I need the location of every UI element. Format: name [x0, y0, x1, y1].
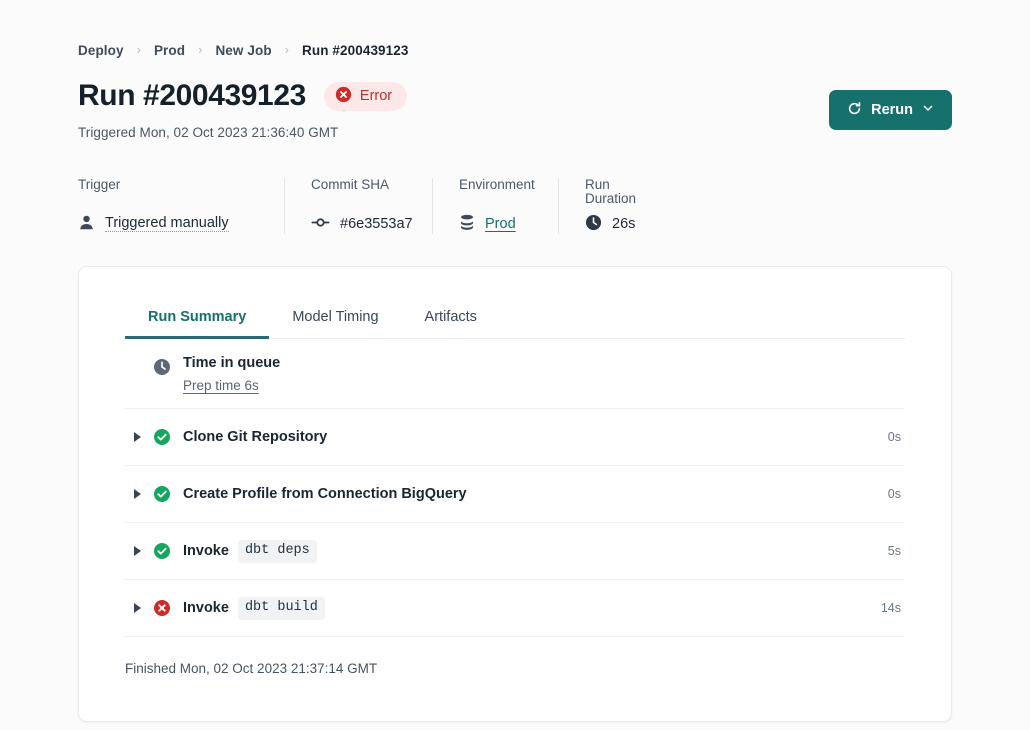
- step-duration: 5s: [887, 544, 901, 559]
- user-icon: [78, 214, 95, 235]
- step-row[interactable]: Clone Git Repository 0s: [125, 409, 905, 467]
- meta-duration-text: 26s: [612, 215, 636, 232]
- step-row[interactable]: Invoke dbt build 14s: [125, 580, 905, 638]
- run-summary-card: Run Summary Model Timing Artifacts Time …: [78, 266, 952, 722]
- run-metadata-row: Trigger Triggered manually Commit SHA: [78, 178, 952, 234]
- tab-run-summary[interactable]: Run Summary: [125, 309, 270, 339]
- meta-trigger-text[interactable]: Triggered manually: [105, 214, 229, 232]
- meta-trigger: Trigger Triggered manually: [78, 178, 284, 234]
- expand-caret-icon[interactable]: [125, 432, 153, 443]
- breadcrumb: Deploy › Prod › New Job › Run #200439123: [78, 40, 952, 60]
- meta-environment-link[interactable]: Prod: [485, 215, 516, 232]
- step-name: Invoke: [183, 599, 229, 616]
- refresh-icon: [847, 101, 862, 120]
- step-body: Invoke dbt deps: [183, 539, 888, 563]
- meta-commit-sha: Commit SHA #6e3553a7: [284, 178, 432, 234]
- chevron-right-icon: ›: [136, 41, 141, 57]
- queue-title: Time in queue: [183, 355, 281, 371]
- rerun-button[interactable]: Rerun: [829, 90, 952, 130]
- breadcrumb-item-prod[interactable]: Prod: [153, 42, 186, 58]
- git-commit-icon: [311, 214, 330, 235]
- meta-trigger-value: Triggered manually: [78, 214, 258, 235]
- step-name: Clone Git Repository: [183, 428, 328, 445]
- step-row-time-in-queue: Time in queue Prep time 6s: [125, 339, 905, 410]
- step-name: Create Profile from Connection BigQuery: [183, 485, 467, 502]
- step-command-chip: dbt build: [237, 596, 325, 620]
- meta-run-duration: Run Duration 26s: [558, 178, 688, 234]
- step-row[interactable]: Invoke dbt deps 5s: [125, 523, 905, 581]
- step-command-chip: dbt deps: [237, 539, 317, 563]
- clock-icon: [585, 214, 602, 235]
- step-duration: 0s: [887, 430, 901, 445]
- meta-commit-value: #6e3553a7: [311, 214, 413, 235]
- chevron-right-icon: ›: [284, 41, 290, 57]
- run-finished-timestamp: Finished Mon, 02 Oct 2023 21:37:14 GMT: [125, 660, 378, 676]
- rerun-button-label: Rerun: [871, 101, 913, 118]
- breadcrumb-item-new-job[interactable]: New Job: [215, 42, 272, 58]
- error-circle-icon: [335, 86, 352, 107]
- success-check-icon: [153, 428, 183, 446]
- expand-caret-icon[interactable]: [125, 489, 153, 500]
- expand-caret-icon[interactable]: [125, 603, 153, 614]
- meta-duration-value: 26s: [585, 214, 662, 235]
- step-body: Invoke dbt build: [183, 596, 881, 620]
- step-body: Create Profile from Connection BigQuery: [183, 486, 888, 503]
- run-triggered-timestamp: Triggered Mon, 02 Oct 2023 21:36:40 GMT: [78, 125, 339, 140]
- step-body: Clone Git Repository: [183, 429, 888, 446]
- breadcrumb-item-current-run: Run #200439123: [302, 42, 409, 58]
- meta-environment: Environment Prod: [432, 178, 558, 234]
- tab-model-timing[interactable]: Model Timing: [269, 309, 401, 338]
- step-duration: 14s: [880, 601, 901, 616]
- meta-commit-label: Commit SHA: [311, 177, 390, 192]
- meta-trigger-label: Trigger: [78, 177, 121, 192]
- step-duration: 0s: [887, 487, 901, 502]
- expand-caret-icon[interactable]: [125, 546, 153, 557]
- queue-clock-icon: [153, 355, 183, 376]
- error-circle-icon: [153, 599, 183, 617]
- breadcrumb-item-deploy[interactable]: Deploy: [78, 42, 124, 58]
- step-name: Invoke: [183, 542, 229, 559]
- success-check-icon: [153, 542, 183, 560]
- step-row[interactable]: Create Profile from Connection BigQuery …: [125, 466, 905, 524]
- database-icon: [459, 214, 475, 235]
- tab-bar: Run Summary Model Timing Artifacts: [125, 267, 905, 339]
- page-title: Run #200439123: [78, 79, 306, 112]
- meta-duration-label: Run Duration: [585, 177, 637, 206]
- status-badge: Error: [323, 81, 408, 111]
- meta-environment-label: Environment: [459, 177, 535, 192]
- meta-commit-text: #6e3553a7: [340, 215, 413, 232]
- queue-prep-time[interactable]: Prep time 6s: [183, 378, 259, 394]
- meta-environment-value: Prod: [459, 214, 532, 235]
- chevron-down-icon: [922, 102, 934, 118]
- queue-body: Time in queue Prep time 6s: [183, 355, 905, 393]
- chevron-right-icon: ›: [198, 41, 203, 57]
- status-badge-label: Error: [359, 88, 393, 104]
- success-check-icon: [153, 485, 183, 503]
- title-row: Run #200439123 Error: [78, 76, 952, 116]
- tab-artifacts[interactable]: Artifacts: [402, 309, 500, 338]
